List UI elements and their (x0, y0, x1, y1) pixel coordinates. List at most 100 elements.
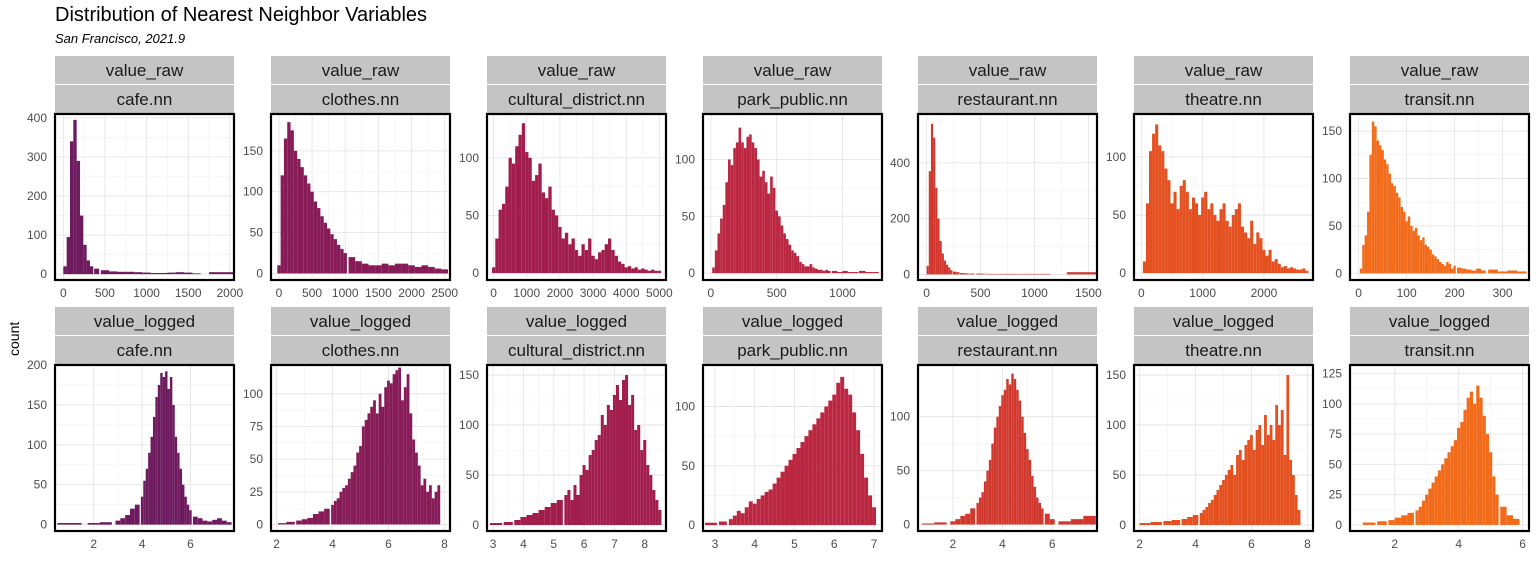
histogram-bar (1439, 261, 1442, 274)
histogram-bar (824, 406, 829, 526)
histogram-bar (956, 272, 960, 275)
histogram-bar (976, 502, 979, 525)
facet-strip (271, 307, 450, 335)
histogram-bar (738, 127, 742, 274)
histogram-bar (345, 485, 348, 525)
x-tick-label: 8 (1304, 537, 1311, 551)
histogram-bar (960, 273, 965, 275)
strip-label-variable: value_logged (742, 312, 843, 331)
histogram-bar (1302, 268, 1306, 274)
histogram-bar (1379, 145, 1382, 274)
histogram-bar (1471, 270, 1477, 274)
strip-label-feature: cultural_district.nn (508, 90, 645, 109)
histogram-bar (1376, 140, 1380, 274)
histogram-bar (921, 523, 935, 525)
y-tick-label: 0 (40, 518, 47, 532)
histogram-bar (296, 520, 302, 525)
histogram-bar (1233, 475, 1237, 525)
strip-label-variable: value_raw (538, 61, 616, 80)
histogram-bar (1188, 209, 1192, 274)
histogram-bar (1429, 249, 1432, 274)
histogram-bar (637, 425, 641, 525)
histogram-bar (76, 160, 80, 275)
histogram-bar (1277, 263, 1281, 274)
histogram-bar (129, 508, 135, 525)
y-tick-label: 50 (1329, 457, 1343, 471)
x-tick-label: 5 (550, 537, 557, 551)
histogram-bar (197, 518, 203, 525)
facet-strip (55, 56, 234, 84)
x-tick-label: 300 (1493, 286, 1513, 300)
x-tick-label: 6 (1049, 537, 1056, 551)
histogram-bar (1507, 270, 1518, 274)
facet-strip (487, 56, 666, 84)
histogram-bar (622, 380, 626, 525)
histogram-bar (1083, 515, 1096, 525)
histogram-bar (367, 413, 371, 525)
histogram-bar (1244, 445, 1248, 525)
histogram-bar (1155, 124, 1159, 274)
y-tick-label: 100 (27, 228, 47, 242)
histogram-bar (1272, 440, 1276, 525)
histogram-bar (495, 238, 499, 274)
histogram-bar (426, 491, 430, 525)
panel-border (269, 363, 452, 533)
histogram-bar (99, 522, 112, 525)
histogram-bar (388, 265, 395, 274)
histogram-bar (1213, 495, 1217, 525)
histogram-bar (518, 134, 522, 274)
facet-strip (1350, 307, 1529, 335)
strip-label-feature: cafe.nn (117, 90, 173, 109)
histogram-bar (300, 167, 304, 274)
histogram-bar (772, 187, 776, 274)
histogram-bar (767, 193, 771, 274)
x-tick-label: 200 (1445, 286, 1465, 300)
histogram-bar (1198, 214, 1202, 274)
histogram-bar (125, 271, 135, 275)
histogram-bar (1182, 180, 1186, 274)
histogram-bar (520, 517, 527, 525)
histogram-bar (570, 500, 574, 525)
histogram-bar (743, 148, 747, 274)
strip-label-feature: park_public.nn (737, 341, 848, 360)
histogram-bar (165, 371, 168, 525)
histogram-bar (1398, 197, 1401, 274)
y-tick-label: 50 (250, 452, 264, 466)
histogram-bar (1029, 273, 1040, 275)
histogram-bar (864, 477, 869, 526)
histogram-bar (768, 489, 773, 526)
histogram-bar (1240, 226, 1245, 274)
histogram-bar (1145, 203, 1150, 274)
histogram-bar (545, 198, 549, 274)
x-tick-label: 1500 (175, 286, 202, 300)
strip-label-feature: cafe.nn (117, 341, 173, 360)
x-tick-label: 5 (791, 537, 798, 551)
histogram-bar (336, 498, 340, 525)
histogram-bar (297, 158, 301, 274)
y-tick-label: 0 (40, 267, 47, 281)
x-tick-label: 4 (751, 537, 758, 551)
y-tick-label: 300 (27, 150, 47, 164)
histogram-bar (1231, 214, 1235, 274)
x-tick-label: 1500 (365, 286, 392, 300)
histogram-bar (756, 159, 760, 274)
histogram-bar (964, 273, 969, 275)
histogram-bar (657, 270, 662, 274)
histogram-bar (1021, 416, 1024, 525)
histogram-bar (732, 515, 737, 526)
histogram-bar (808, 430, 813, 526)
histogram-bar (735, 142, 739, 274)
histogram-bar (1500, 506, 1507, 525)
y-tick-label: 50 (1113, 468, 1127, 482)
histogram-bar (640, 450, 644, 525)
y-tick-label: 0 (1335, 266, 1342, 280)
histogram-bar (160, 372, 163, 525)
y-tick-label: 0 (472, 266, 479, 280)
histogram-bar (535, 175, 539, 274)
histogram-bar (764, 182, 768, 274)
histogram-bar (368, 265, 376, 274)
histogram-bar (330, 234, 334, 274)
histogram-bar (793, 252, 797, 274)
y-tick-label: 0 (903, 267, 910, 281)
x-tick-label: 2000 (1251, 286, 1278, 300)
